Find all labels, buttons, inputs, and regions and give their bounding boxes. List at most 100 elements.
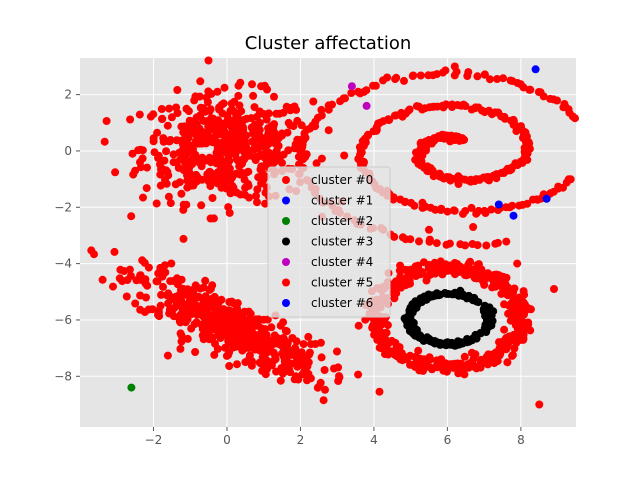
cluster-5-ring-point	[486, 357, 495, 366]
bottom-left-point	[218, 305, 227, 314]
x-tick-label: −2	[145, 433, 163, 447]
cluster-0-point	[204, 87, 213, 96]
cluster-5-spiral-point	[369, 81, 377, 90]
cluster-0-point	[185, 116, 194, 125]
outlier-point	[425, 225, 433, 234]
cluster-5-ring-point	[395, 277, 404, 286]
cluster-0-point	[156, 170, 165, 179]
bottom-left-point	[168, 306, 177, 315]
cluster-5-spiral-point	[480, 70, 489, 79]
cluster-5-ring-point	[467, 348, 476, 357]
x-tick-label: 4	[370, 433, 378, 447]
cluster-5-spiral-point	[463, 72, 472, 80]
cluster-0-point	[136, 163, 145, 172]
legend-label: cluster #0	[311, 173, 373, 187]
bottom-left-point	[187, 310, 196, 319]
bottom-left-point	[197, 320, 206, 329]
y-tick-label: −8	[54, 369, 72, 383]
x-tick-label: 2	[297, 433, 305, 447]
legend-label: cluster #1	[311, 194, 373, 208]
cluster-5-spiral-point	[470, 104, 479, 113]
bottom-left-point	[98, 275, 107, 284]
cluster-5-ring-point	[510, 344, 519, 353]
cluster-5-ring-point	[414, 346, 423, 355]
cluster-2-point	[127, 383, 136, 392]
bottom-left-point	[210, 350, 219, 359]
cluster-5-ring-point	[415, 366, 424, 375]
cluster-5-ring-point	[442, 367, 451, 376]
bottom-left-point	[201, 276, 210, 285]
bottom-left-point	[288, 334, 297, 342]
cluster-5-spiral-point	[438, 68, 447, 77]
cluster-5-spiral-point	[520, 128, 529, 137]
bottom-left-point	[236, 313, 245, 322]
cluster-0-point	[236, 141, 245, 150]
cluster-5-spiral-point	[480, 107, 489, 116]
cluster-5-ring-point	[428, 267, 437, 275]
cluster-5-ring-point	[508, 351, 517, 359]
bottom-left-point	[316, 338, 325, 347]
cluster-5-spiral-point	[400, 198, 409, 206]
cluster-3-point	[481, 320, 490, 329]
cluster-5-spiral-point	[507, 116, 515, 125]
cluster-5-ring-point	[514, 304, 523, 313]
cluster-3-point	[409, 300, 418, 309]
bottom-left-point	[263, 315, 272, 324]
bottom-left-point	[225, 298, 234, 306]
cluster-0-point	[197, 154, 206, 163]
cluster-0-point	[261, 199, 270, 208]
cluster-3-point	[406, 308, 415, 317]
cluster-0-point	[255, 107, 264, 116]
bottom-left-point	[144, 263, 153, 272]
bottom-left-point	[304, 332, 313, 341]
cluster-0-point	[253, 198, 261, 207]
cluster-0-point	[236, 170, 244, 179]
cluster-0-point	[260, 153, 269, 162]
cluster-5-ring-point	[361, 315, 370, 324]
cluster-3-point	[441, 289, 449, 297]
legend-marker	[282, 237, 290, 246]
cluster-0-point	[289, 122, 298, 131]
cluster-0-point	[166, 136, 175, 144]
bottom-left-point	[245, 357, 254, 366]
cluster-3-point	[408, 326, 417, 335]
bottom-left-point	[183, 285, 192, 294]
cluster-0-point	[283, 128, 292, 137]
cluster-1-point	[509, 211, 518, 220]
cluster-5-ring-point	[508, 291, 516, 300]
cluster-0-point	[185, 174, 194, 183]
cluster-0-point	[187, 181, 196, 190]
bottom-left-point	[298, 360, 307, 369]
cluster-0-point	[127, 212, 136, 221]
legend-label: cluster #6	[311, 296, 373, 310]
bottom-left-point	[267, 323, 276, 332]
cluster-5-spiral-point	[390, 232, 399, 241]
cluster-5-ring-point	[459, 363, 468, 372]
cluster-5-ring-point	[526, 326, 535, 335]
bottom-left-point	[282, 327, 291, 336]
cluster-0-point	[251, 143, 260, 151]
bottom-left-point	[136, 305, 145, 314]
bottom-left-point	[148, 305, 157, 314]
cluster-5-spiral-point	[336, 97, 345, 106]
cluster-0-point	[206, 182, 215, 191]
cluster-0-point	[183, 149, 192, 157]
cluster-0-point	[249, 91, 258, 100]
cluster-5-ring-point	[383, 321, 392, 330]
cluster-0-point	[128, 149, 137, 158]
cluster-0-point	[309, 97, 318, 106]
cluster-0-point	[162, 166, 171, 175]
cluster-3-point	[437, 339, 445, 348]
cluster-3-point	[481, 304, 490, 313]
cluster-5-spiral-point	[415, 237, 423, 246]
cluster-0-point	[217, 100, 226, 109]
cluster-1-point	[531, 65, 540, 74]
cluster-5-spiral-point	[491, 108, 500, 117]
bottom-left-point	[306, 374, 315, 383]
cluster-5-spiral-point	[474, 206, 483, 215]
cluster-5-ring-point	[503, 358, 512, 367]
cluster-0-point	[185, 129, 194, 138]
cluster-5-ring-point	[526, 305, 535, 314]
bottom-left-point	[143, 281, 152, 290]
